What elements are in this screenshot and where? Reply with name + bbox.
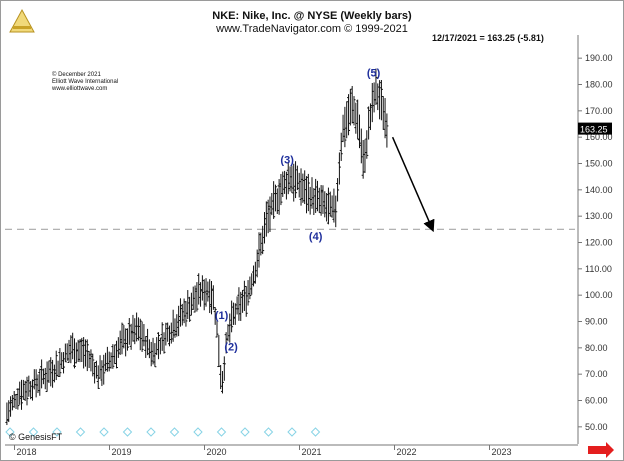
- credit-line-company: Elliott Wave International: [52, 79, 119, 85]
- event-marker: [28, 427, 39, 437]
- scroll-right-arrow-icon: [588, 442, 614, 458]
- event-marker: [52, 427, 62, 437]
- wave-label: (2): [224, 341, 238, 353]
- event-marker: [99, 427, 109, 437]
- x-tick-label: 2023: [492, 447, 512, 457]
- credit-line-date: © December 2021: [52, 72, 101, 78]
- event-marker: [5, 427, 15, 437]
- copyright-credit: © December 2021 Elliott Wave Internation…: [52, 72, 118, 93]
- event-marker: [193, 427, 203, 437]
- x-tick-label: 2022: [397, 447, 417, 457]
- event-marker: [75, 427, 86, 437]
- y-tick-label: 100.00: [585, 290, 613, 300]
- trade-navigator-logo-icon: [9, 8, 35, 33]
- y-tick-label: 190.00: [585, 53, 613, 63]
- y-tick-label: 50.00: [585, 422, 608, 432]
- y-tick-label: 60.00: [585, 396, 608, 406]
- chart-title: NKE: Nike, Inc. @ NYSE (Weekly bars): [212, 10, 412, 22]
- event-marker: [263, 427, 274, 437]
- wave-label: (4): [309, 231, 323, 243]
- genesis-credit: © GenesisFT: [9, 432, 63, 442]
- x-tick-label: 2020: [207, 447, 227, 457]
- y-tick-label: 130.00: [585, 211, 613, 221]
- event-marker: [169, 427, 180, 437]
- y-tick-label: 170.00: [585, 106, 613, 116]
- y-tick-label: 110.00: [585, 264, 612, 274]
- y-tick-label: 160.00: [585, 132, 613, 142]
- x-tick-label: 2018: [17, 447, 37, 457]
- y-tick-label: 140.00: [585, 185, 613, 195]
- x-tick-label: 2021: [302, 447, 322, 457]
- y-tick-label: 150.00: [585, 159, 613, 169]
- y-tick-label: 90.00: [585, 317, 608, 327]
- event-marker: [310, 427, 321, 437]
- event-marker: [216, 427, 227, 437]
- event-marker: [146, 427, 156, 437]
- x-tick-label: 2019: [112, 447, 132, 457]
- event-marker: [287, 427, 297, 437]
- event-marker: [240, 427, 250, 437]
- wave-label: (5): [367, 68, 381, 80]
- wave-label: (1): [215, 310, 229, 322]
- forecast-arrow: [391, 136, 435, 233]
- last-price-label: 163.25: [580, 125, 608, 135]
- chart-source: www.TradeNavigator.com © 1999-2021: [216, 23, 408, 35]
- wave-label: (3): [280, 155, 294, 167]
- y-tick-label: 180.00: [585, 80, 613, 90]
- event-marker: [122, 427, 133, 437]
- credit-line-url: www.elliottwave.com: [52, 86, 108, 92]
- y-tick-label: 80.00: [585, 343, 608, 353]
- y-tick-label: 120.00: [585, 238, 613, 248]
- y-tick-label: 70.00: [585, 369, 608, 379]
- last-price-box: [578, 122, 612, 135]
- last-quote: 12/17/2021 = 163.25 (-5.81): [432, 33, 544, 43]
